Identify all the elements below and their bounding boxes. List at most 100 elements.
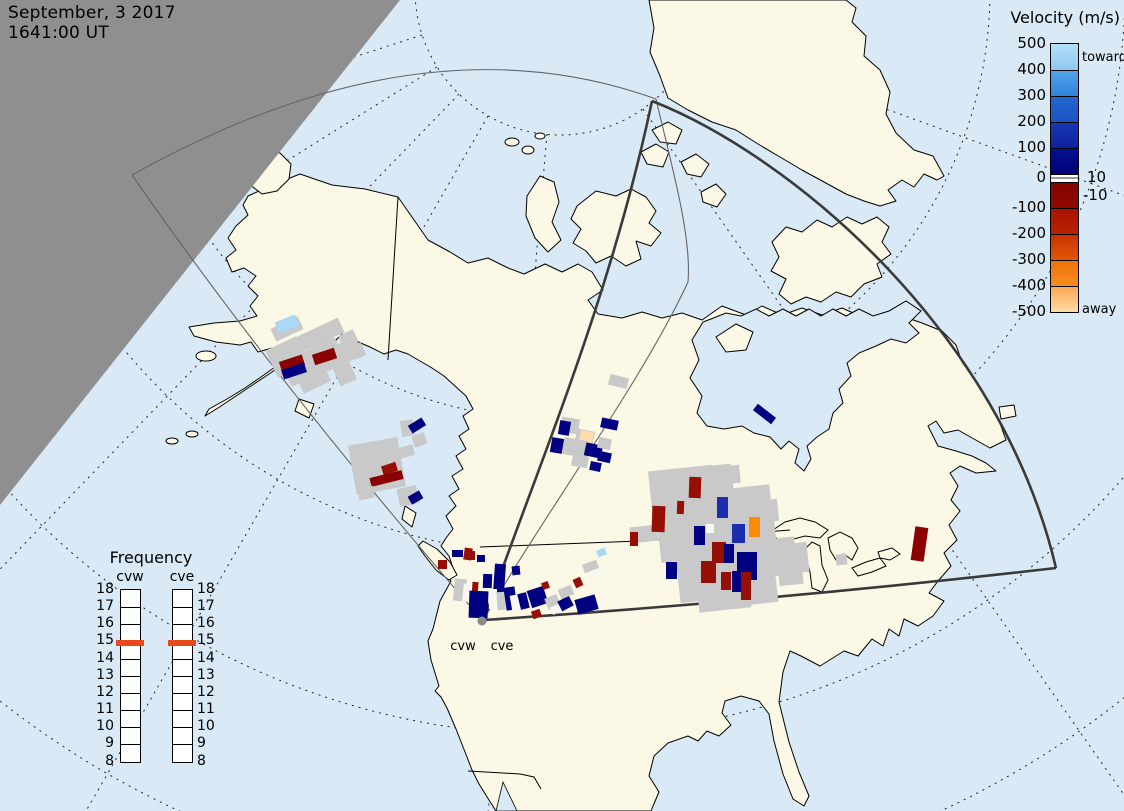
frequency-tick-label-left: 15 bbox=[96, 632, 114, 649]
frequency-tick-label-right: 18 bbox=[197, 581, 215, 597]
colorbar-segment bbox=[1051, 182, 1078, 208]
frequency-tick-label-right: 13 bbox=[197, 666, 215, 683]
radar-site-label-cvw: cvw bbox=[450, 639, 476, 654]
frequency-tick-label-right: 10 bbox=[197, 718, 215, 735]
velocity-cell bbox=[509, 594, 521, 612]
velocity-cell bbox=[407, 490, 424, 505]
colorbar-title: Velocity (m/s) bbox=[1010, 8, 1120, 27]
velocity-cell bbox=[399, 418, 416, 438]
velocity-cell bbox=[596, 436, 613, 451]
frequency-tick-line bbox=[121, 693, 140, 694]
coastline-island bbox=[651, 121, 683, 145]
frequency-tick-label-right: 14 bbox=[197, 649, 215, 666]
coastline-kodiak-island bbox=[294, 398, 315, 419]
velocity-cell bbox=[666, 562, 677, 579]
velocity-cell bbox=[712, 542, 726, 563]
coastline-vancouver-island bbox=[417, 540, 458, 581]
time-label: 1641:00 UT bbox=[8, 22, 109, 43]
coastline-southampton-island bbox=[715, 323, 754, 353]
frequency-tick-line bbox=[173, 693, 192, 694]
colorbar-tick-line bbox=[1051, 208, 1078, 209]
frequency-tick-label-left: 10 bbox=[96, 718, 114, 735]
frequency-tick-line bbox=[173, 676, 192, 677]
colorbar-zero-band bbox=[1051, 174, 1078, 182]
frequency-tick-label-left: 11 bbox=[96, 701, 114, 718]
away-label: away bbox=[1082, 302, 1117, 317]
velocity-cell bbox=[557, 595, 574, 612]
velocity-cell bbox=[578, 429, 595, 444]
colorbar-tick-line bbox=[1051, 122, 1078, 123]
velocity-cell bbox=[749, 517, 760, 537]
colorbar-tick-line bbox=[1051, 234, 1078, 235]
coastline-island bbox=[640, 143, 670, 168]
velocity-cell bbox=[369, 470, 404, 487]
frequency-tick-line bbox=[121, 624, 140, 625]
colorbar-segment bbox=[1051, 148, 1078, 174]
colorbar-segment bbox=[1051, 260, 1078, 286]
velocity-cell bbox=[281, 362, 307, 380]
colorbar-tick-line bbox=[1051, 96, 1078, 97]
velocity-cell bbox=[557, 584, 575, 600]
velocity-cell bbox=[348, 437, 406, 495]
velocity-cell bbox=[452, 550, 463, 557]
coastline-greenland bbox=[648, 0, 945, 207]
frequency-bar-cvw bbox=[120, 589, 141, 763]
colorbar-tick-line bbox=[1051, 148, 1078, 149]
velocity-cell bbox=[477, 555, 485, 562]
colorbar-tick-line bbox=[1051, 286, 1078, 287]
colorbar-segment bbox=[1051, 122, 1078, 148]
velocity-cell bbox=[607, 373, 630, 390]
coastline-island bbox=[700, 183, 727, 208]
velocity-cell bbox=[597, 450, 612, 464]
coastline-islet bbox=[195, 350, 217, 362]
velocity-cell bbox=[732, 571, 741, 592]
velocity-cell bbox=[701, 561, 716, 583]
colorbar-segment bbox=[1051, 286, 1078, 312]
colorbar-tick-label: -300 bbox=[1011, 250, 1046, 268]
colorbar-tick-label: -100 bbox=[1011, 198, 1046, 216]
velocity-cell bbox=[752, 403, 777, 425]
velocity-cell bbox=[835, 553, 848, 566]
colorbar-tick-label: 400 bbox=[1017, 60, 1046, 78]
timestamp-block: September, 3 2017 1641:00 UT bbox=[8, 3, 176, 43]
coastline-island bbox=[680, 153, 710, 178]
colorbar-tick-label: 200 bbox=[1017, 112, 1046, 130]
colorbar-tick-line bbox=[1051, 70, 1078, 71]
velocity-cell bbox=[541, 581, 550, 590]
velocity-colorbar bbox=[1050, 43, 1079, 313]
velocity-cell bbox=[278, 354, 306, 373]
colorbar-tick-label: -500 bbox=[1011, 302, 1046, 320]
colorbar-tick-label: 300 bbox=[1017, 86, 1046, 104]
colorbar-tick-label: -200 bbox=[1011, 224, 1046, 242]
frequency-tick-line bbox=[173, 624, 192, 625]
coastline-banks-island bbox=[525, 175, 562, 253]
frequency-tick-line bbox=[173, 744, 192, 745]
colorbar-tick-line bbox=[1051, 260, 1078, 261]
frequency-tick-label-left: 12 bbox=[96, 683, 114, 700]
velocity-cell bbox=[530, 608, 543, 620]
velocity-cell bbox=[630, 532, 638, 546]
velocity-cell bbox=[561, 437, 589, 458]
velocity-cell bbox=[651, 505, 666, 533]
colorbar-tick-label: 500 bbox=[1017, 34, 1046, 52]
frequency-tick-label-left: 13 bbox=[96, 666, 114, 683]
frequency-tick-label-right: 17 bbox=[197, 598, 215, 615]
radar-site-dot bbox=[477, 616, 487, 626]
velocity-cell bbox=[470, 551, 475, 560]
velocity-cell bbox=[676, 500, 685, 515]
velocity-cell bbox=[596, 547, 607, 558]
frequency-tick-label-right: 15 bbox=[197, 632, 215, 649]
velocity-cell bbox=[274, 314, 300, 334]
velocity-cell bbox=[721, 572, 731, 590]
velocity-cell bbox=[557, 420, 572, 436]
velocity-cell bbox=[407, 417, 427, 434]
frequency-radar-label-cvw: cvw bbox=[116, 569, 144, 585]
velocity-cell bbox=[600, 417, 619, 431]
velocity-cell bbox=[590, 567, 603, 578]
velocity-cell bbox=[589, 460, 602, 473]
frequency-tick-label-left: 18 bbox=[96, 581, 114, 597]
frequency-tick-line bbox=[121, 676, 140, 677]
velocity-cell bbox=[411, 432, 428, 448]
